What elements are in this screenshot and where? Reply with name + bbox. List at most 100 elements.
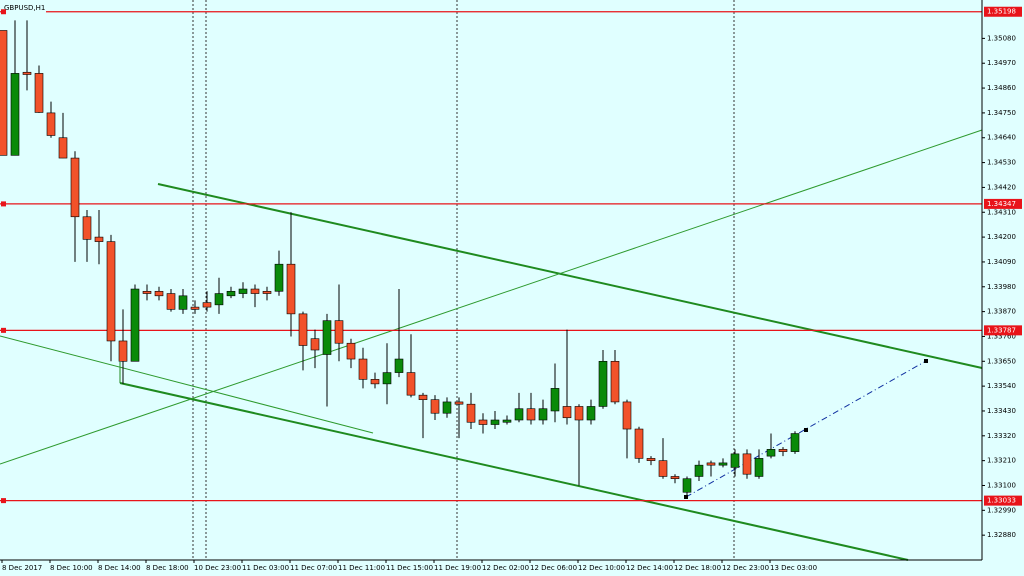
candle-body <box>454 401 464 405</box>
level-label-box <box>984 198 1022 209</box>
level-marker <box>1 498 6 504</box>
candle-body <box>370 379 380 385</box>
candle-body <box>478 419 488 425</box>
level-marker <box>1 327 6 333</box>
y-tick-label: 1.33760 <box>987 332 1016 340</box>
y-tick-label: 1.34860 <box>987 84 1016 92</box>
candle-body <box>382 372 392 385</box>
x-tick-label: 11 Dec 19:00 <box>434 564 481 572</box>
candle-body <box>706 462 716 466</box>
candle-body <box>94 236 104 242</box>
candle-body <box>730 453 740 468</box>
y-tick-label: 1.33650 <box>987 357 1016 365</box>
candle-body <box>346 342 356 360</box>
candle-body <box>274 263 284 292</box>
candle-body <box>202 302 212 308</box>
y-tick-label: 1.33430 <box>987 407 1016 415</box>
x-tick-label: 12 Dec 10:00 <box>578 564 625 572</box>
x-tick-label: 12 Dec 06:00 <box>530 564 577 572</box>
trend-line <box>0 335 374 434</box>
level-marker <box>1 201 6 207</box>
candle-body <box>442 401 452 414</box>
anchor-point <box>924 359 928 363</box>
candle-body <box>286 263 296 315</box>
candle-body <box>466 403 476 423</box>
candle-body <box>166 293 176 310</box>
candle-body <box>34 73 44 113</box>
candle-body <box>586 406 596 421</box>
level-label: 1.33787 <box>987 326 1016 334</box>
candle-body <box>718 462 728 466</box>
level-label: 1.34347 <box>987 200 1016 208</box>
candle-body <box>118 340 128 362</box>
x-tick-label: 13 Dec 03:00 <box>770 564 817 572</box>
candle-body <box>46 112 56 136</box>
candle-body <box>562 406 572 419</box>
y-tick-label: 1.32990 <box>987 506 1016 514</box>
y-tick-label: 1.33210 <box>987 457 1016 465</box>
candle-body <box>502 419 512 423</box>
candle-body <box>298 313 308 346</box>
y-tick-label: 1.33320 <box>987 432 1016 440</box>
candle-body <box>226 290 236 297</box>
x-tick-label: 12 Dec 23:00 <box>722 564 769 572</box>
candle-body <box>622 401 632 430</box>
candle-body <box>658 460 668 477</box>
level-marker <box>1 9 6 15</box>
candle-body <box>58 137 68 159</box>
title-box <box>2 2 46 13</box>
anchor-point <box>684 495 688 499</box>
y-tick-label: 1.34090 <box>987 258 1016 266</box>
candle-body <box>106 241 116 342</box>
candle-body <box>670 476 680 480</box>
candle-body <box>490 419 500 425</box>
candle-body <box>778 449 788 452</box>
y-tick-label: 1.32880 <box>987 531 1016 539</box>
y-tick-label: 1.33980 <box>987 283 1016 291</box>
level-label-box <box>984 325 1022 336</box>
y-tick-label: 1.33870 <box>987 308 1016 316</box>
x-tick-label: 11 Dec 03:00 <box>242 564 289 572</box>
candle-body <box>550 388 560 412</box>
y-tick-label: 1.33540 <box>987 382 1016 390</box>
candle-body <box>0 30 8 156</box>
candle-body <box>610 360 620 403</box>
candle-body <box>526 408 536 421</box>
candle-body <box>694 464 704 477</box>
channel-upper <box>157 183 983 369</box>
y-tick-label: 1.34530 <box>987 159 1016 167</box>
x-tick-label: 12 Dec 14:00 <box>626 564 673 572</box>
candle-body <box>70 157 80 218</box>
candle-body <box>634 428 644 459</box>
candle-body <box>22 71 32 75</box>
candle-body <box>358 358 368 380</box>
candle-body <box>214 293 224 306</box>
x-tick-label: 8 Dec 18:00 <box>146 564 189 572</box>
candle-body <box>430 399 440 414</box>
candle-body <box>178 295 188 310</box>
plot <box>0 11 982 502</box>
y-tick-label: 1.34970 <box>987 59 1016 67</box>
channel-lower <box>119 382 909 561</box>
candle-body <box>322 320 332 355</box>
candle-body <box>514 408 524 421</box>
x-tick-label: 12 Dec 02:00 <box>482 564 529 572</box>
candle-body <box>742 453 752 475</box>
candle-body <box>418 394 428 400</box>
y-tick-label: 1.33100 <box>987 481 1016 489</box>
y-tick-label: 1.34200 <box>987 233 1016 241</box>
candle-body <box>130 288 140 362</box>
candle-body <box>682 478 692 493</box>
candle-body <box>406 372 416 396</box>
x-tick-label: 10 Dec 23:00 <box>194 564 241 572</box>
candle-body <box>394 358 404 373</box>
candle-body <box>310 338 320 351</box>
candle-body <box>82 216 92 240</box>
y-tick-label: 1.34420 <box>987 183 1016 191</box>
level-label-box <box>984 495 1022 506</box>
y-tick-label: 1.35080 <box>987 34 1016 42</box>
x-tick-label: 11 Dec 11:00 <box>338 564 385 572</box>
candle-body <box>238 288 248 294</box>
candle-body <box>790 433 800 452</box>
